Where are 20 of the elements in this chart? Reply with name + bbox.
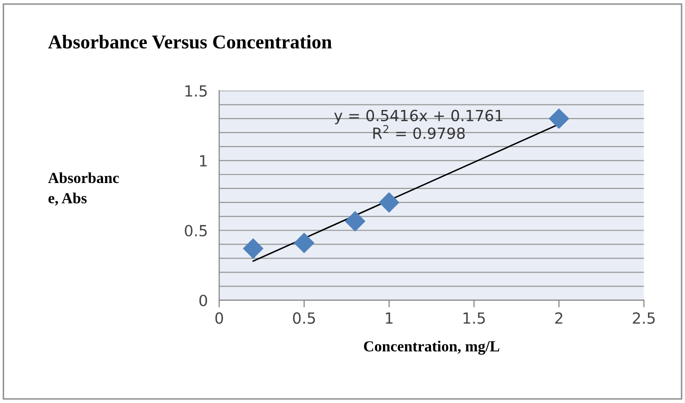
y-axis-title: Absorbanc e, Abs bbox=[48, 172, 119, 206]
x-tick-label: 2.5 bbox=[632, 312, 655, 324]
annotation: y = 0.5416x + 0.1761 bbox=[334, 110, 502, 124]
point bbox=[344, 211, 366, 232]
point bbox=[242, 238, 264, 259]
x-tick-label: 0 bbox=[215, 312, 224, 324]
y-tick-label: 1 bbox=[200, 155, 207, 166]
chart-title: Absorbance Versus Concentration bbox=[48, 34, 332, 49]
x-tick-label: 1.5 bbox=[464, 312, 485, 324]
x-axis-title: Concentration, mg/L bbox=[364, 340, 500, 355]
point bbox=[378, 192, 400, 213]
y-tick-label: 0 bbox=[199, 294, 208, 306]
y-tick-label: 1.5 bbox=[185, 85, 207, 97]
annotation: R$^{2}$ = 0.9798 bbox=[373, 124, 465, 139]
y-tick-label: 0.5 bbox=[184, 224, 207, 236]
point bbox=[548, 108, 570, 129]
x-tick-label: 1 bbox=[386, 312, 393, 324]
x-tick-label: 2 bbox=[555, 312, 562, 324]
x-tick-label: 0.5 bbox=[293, 312, 315, 324]
point bbox=[294, 232, 314, 254]
